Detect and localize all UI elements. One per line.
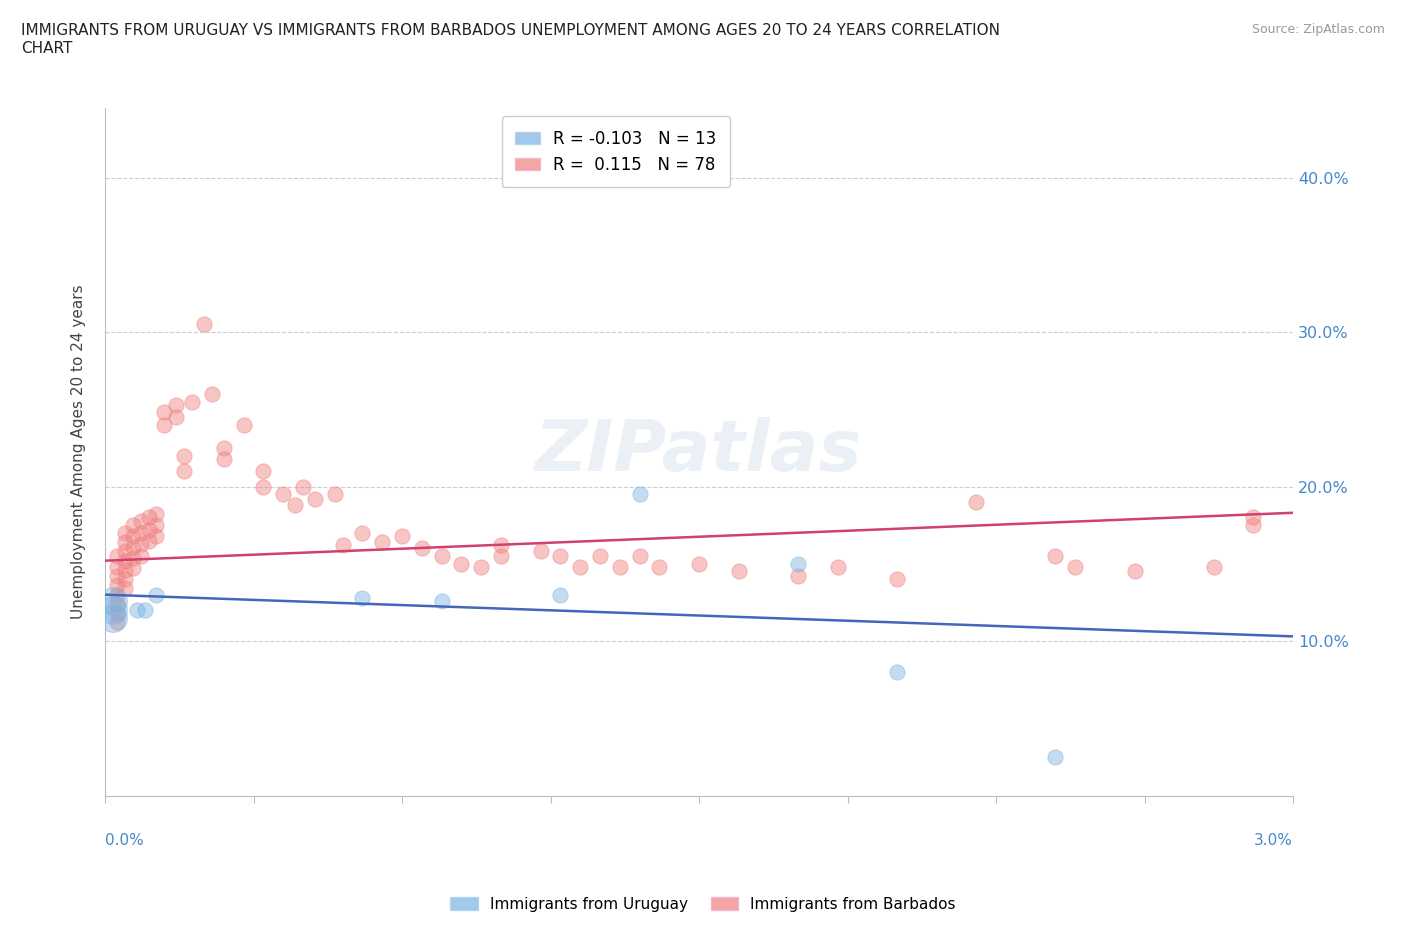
Point xyxy=(252,464,274,479)
Point xyxy=(688,556,710,571)
Point xyxy=(201,386,224,401)
Point xyxy=(252,479,274,494)
Point xyxy=(332,538,354,552)
Point xyxy=(787,556,810,571)
Point xyxy=(114,535,136,550)
Point xyxy=(114,553,136,568)
Text: IMMIGRANTS FROM URUGUAY VS IMMIGRANTS FROM BARBADOS UNEMPLOYMENT AMONG AGES 20 T: IMMIGRANTS FROM URUGUAY VS IMMIGRANTS FR… xyxy=(21,23,1000,56)
Point xyxy=(212,441,235,456)
Point xyxy=(114,544,136,559)
Point xyxy=(1243,518,1265,533)
Point xyxy=(105,605,128,620)
Point xyxy=(121,518,143,533)
Point xyxy=(121,539,143,554)
Text: 3.0%: 3.0% xyxy=(1254,833,1294,848)
Point xyxy=(105,568,128,583)
Point xyxy=(391,528,413,543)
Point xyxy=(165,397,187,412)
Point xyxy=(145,507,167,522)
Point xyxy=(114,581,136,596)
Point xyxy=(352,525,374,540)
Point xyxy=(371,535,394,550)
Point xyxy=(173,464,195,479)
Point xyxy=(129,549,152,564)
Point xyxy=(284,498,307,512)
Point xyxy=(129,513,152,528)
Point xyxy=(470,560,492,575)
Point xyxy=(114,572,136,587)
Legend: R = -0.103   N = 13, R =  0.115   N = 78: R = -0.103 N = 13, R = 0.115 N = 78 xyxy=(502,116,730,187)
Point xyxy=(323,486,346,501)
Y-axis label: Unemployment Among Ages 20 to 24 years: Unemployment Among Ages 20 to 24 years xyxy=(72,285,86,619)
Point xyxy=(105,615,128,630)
Legend: Immigrants from Uruguay, Immigrants from Barbados: Immigrants from Uruguay, Immigrants from… xyxy=(444,890,962,918)
Point xyxy=(173,448,195,463)
Point xyxy=(489,538,512,552)
Point xyxy=(304,491,326,506)
Point xyxy=(569,560,592,575)
Point xyxy=(212,451,235,466)
Point xyxy=(430,593,453,608)
Point xyxy=(165,409,187,424)
Point xyxy=(550,549,572,564)
Text: ZIPatlas: ZIPatlas xyxy=(536,418,863,486)
Point xyxy=(138,523,160,538)
Point xyxy=(648,560,671,575)
Point xyxy=(145,518,167,533)
Point xyxy=(727,565,749,579)
Point xyxy=(125,603,148,618)
Point xyxy=(1123,565,1146,579)
Point xyxy=(153,418,176,432)
Point xyxy=(153,405,176,419)
Point xyxy=(292,479,315,494)
Point xyxy=(411,541,433,556)
Point xyxy=(105,587,128,602)
Point xyxy=(430,549,453,564)
Point xyxy=(105,596,128,611)
Point xyxy=(134,603,156,618)
Point xyxy=(114,525,136,540)
Point xyxy=(352,591,374,605)
Point xyxy=(114,563,136,578)
Point xyxy=(138,533,160,548)
Point xyxy=(609,560,631,575)
Point xyxy=(101,593,124,608)
Point xyxy=(271,486,294,501)
Point xyxy=(827,560,849,575)
Point xyxy=(105,560,128,575)
Text: Source: ZipAtlas.com: Source: ZipAtlas.com xyxy=(1251,23,1385,36)
Point xyxy=(1202,560,1225,575)
Point xyxy=(628,486,651,501)
Point xyxy=(181,394,204,409)
Point xyxy=(105,549,128,564)
Point xyxy=(145,587,167,602)
Point xyxy=(101,610,124,625)
Point xyxy=(628,549,651,564)
Text: 0.0%: 0.0% xyxy=(105,833,143,848)
Point xyxy=(193,317,215,332)
Point xyxy=(1064,560,1087,575)
Point xyxy=(1045,750,1067,764)
Point xyxy=(138,510,160,525)
Point xyxy=(129,537,152,551)
Point xyxy=(550,587,572,602)
Point xyxy=(530,544,553,559)
Point xyxy=(101,603,124,618)
Point xyxy=(1045,549,1067,564)
Point xyxy=(886,664,908,679)
Point xyxy=(121,551,143,565)
Point xyxy=(121,528,143,543)
Point xyxy=(1243,510,1265,525)
Point xyxy=(129,525,152,540)
Point xyxy=(489,549,512,564)
Point xyxy=(450,556,472,571)
Point xyxy=(787,568,810,583)
Point xyxy=(145,528,167,543)
Point xyxy=(886,572,908,587)
Point xyxy=(105,578,128,592)
Point xyxy=(232,418,254,432)
Point xyxy=(965,495,987,510)
Point xyxy=(121,561,143,576)
Point xyxy=(589,549,612,564)
